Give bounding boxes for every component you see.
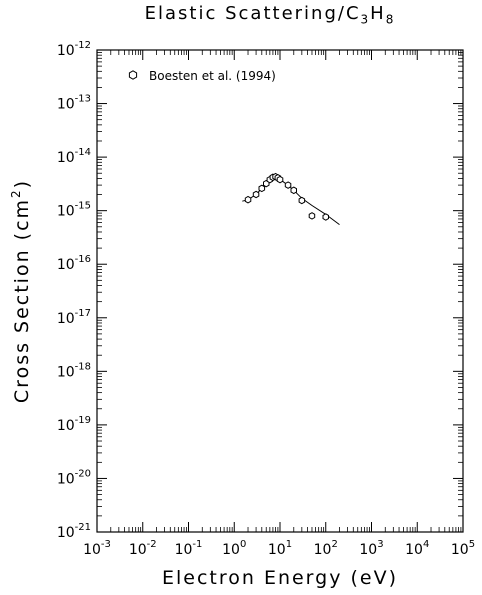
x-axis-label: Electron Energy (eV)	[162, 567, 398, 589]
plot-frame	[96, 49, 464, 533]
data-point	[244, 195, 252, 204]
data-point	[308, 212, 316, 220]
x-tick-label: 105	[451, 539, 475, 558]
data-point	[252, 190, 260, 199]
y-tick-label: 10-15	[57, 201, 91, 220]
axes	[96, 49, 464, 533]
data-point	[284, 181, 292, 189]
y-tick-label: 10-17	[57, 308, 91, 327]
x-tick-label: 104	[405, 539, 429, 558]
x-tick-label: 102	[314, 539, 338, 558]
title-h: H	[370, 3, 386, 24]
title-sub-3: 3	[360, 12, 371, 27]
title-sub-8: 8	[385, 12, 396, 27]
x-tick-label: 103	[359, 539, 383, 558]
x-tick-label: 10-1	[175, 539, 203, 558]
x-tick-label: 10-3	[83, 539, 111, 558]
data-point	[298, 196, 306, 205]
data-point	[276, 175, 284, 184]
y-tick-label: 10-19	[57, 415, 91, 434]
legend: Boesten et al. (1994)	[128, 69, 276, 83]
y-tick-label: 10-18	[57, 361, 91, 380]
data-points	[244, 172, 329, 221]
y-tick-label: 10-14	[57, 147, 91, 166]
title-main: Elastic Scattering/C	[144, 3, 361, 24]
tick-marks	[96, 49, 464, 533]
legend-label: Boesten et al. (1994)	[149, 69, 276, 83]
tick-labels: 10-3 10-2 10-1 100 101 102 103 104 105 10-21 10-20…	[57, 40, 475, 558]
y-tick-label: 10-20	[57, 468, 91, 487]
data-point	[290, 186, 297, 195]
axis-labels: Electron Energy (eV) Cross Section (cm2)	[9, 179, 398, 589]
x-tick-label: 101	[268, 539, 292, 558]
x-tick-label: 10-2	[129, 539, 157, 558]
data-point	[322, 213, 329, 221]
x-tick-label: 100	[222, 539, 246, 558]
chart-title: Elastic Scattering/C3H8	[0, 3, 482, 27]
y-tick-label: 10-12	[57, 40, 91, 59]
y-tick-label: 10-16	[57, 254, 91, 273]
y-tick-label: 10-21	[57, 522, 91, 541]
y-tick-label: 10-13	[57, 94, 91, 113]
y-axis-label: Cross Section (cm2)	[9, 179, 33, 403]
data-point	[258, 184, 266, 193]
legend-marker	[128, 70, 138, 80]
